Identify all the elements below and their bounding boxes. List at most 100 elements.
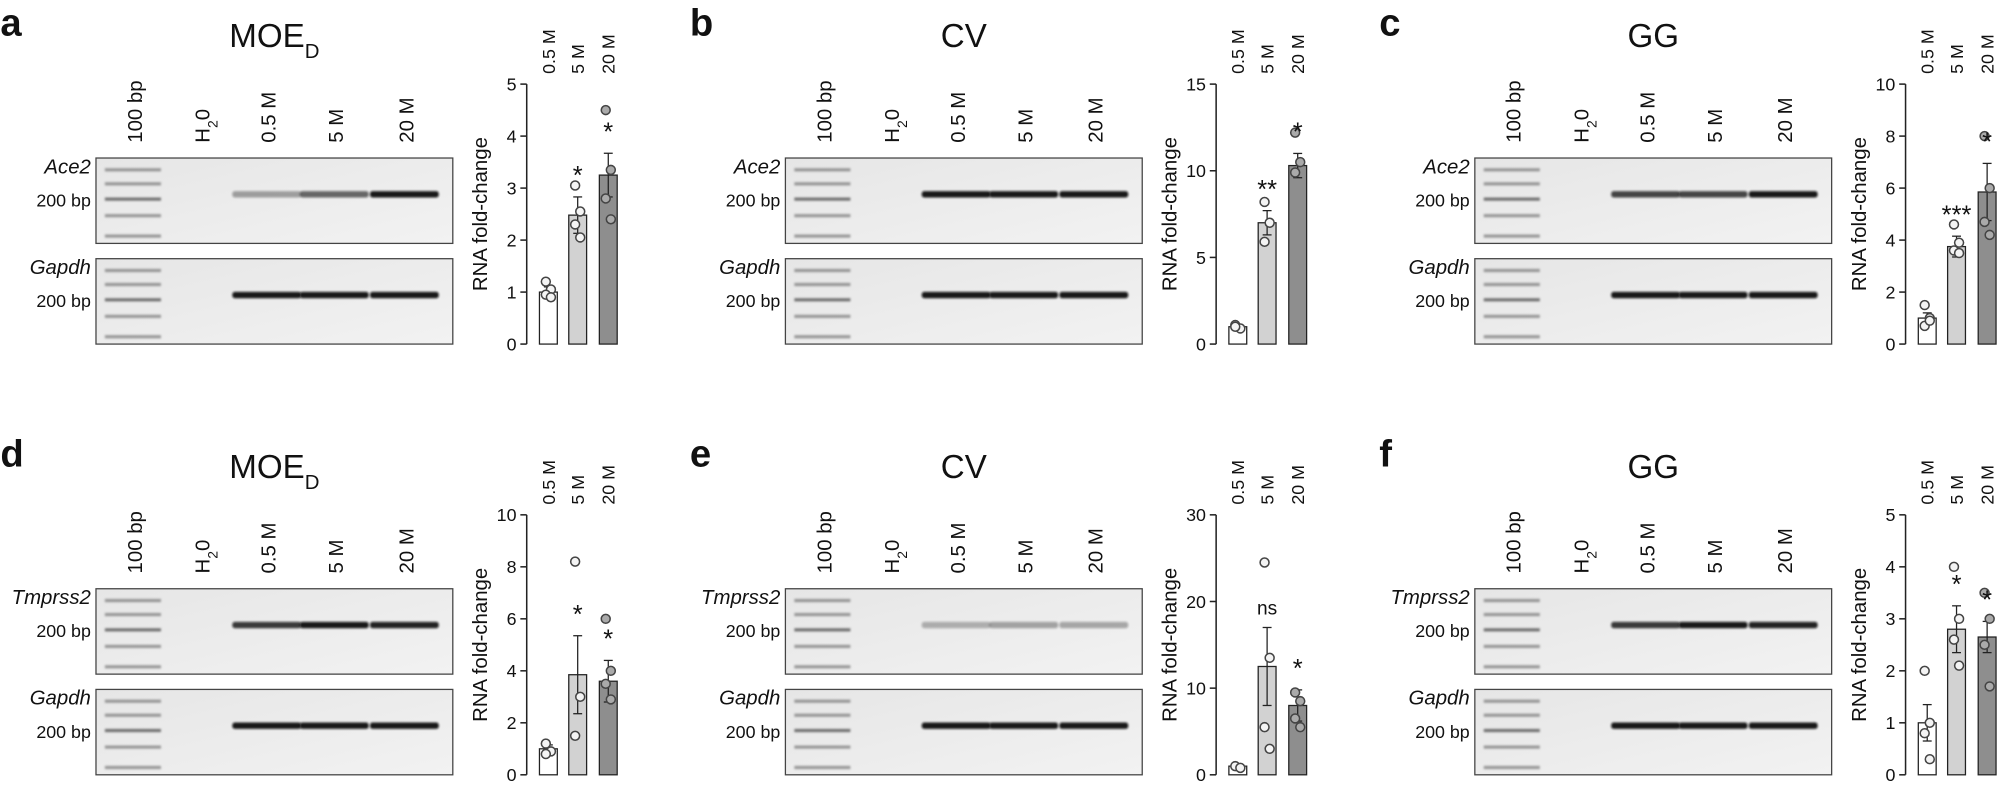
data-point (605, 665, 617, 677)
marker-label: 200 bp (36, 190, 91, 210)
ladder-band (1483, 665, 1540, 669)
y-tick-label: 0 (1885, 765, 1895, 785)
ladder-band (1483, 745, 1540, 749)
sample-band (989, 621, 1059, 629)
bar (1946, 245, 1967, 345)
data-point (1924, 717, 1936, 729)
data-point (1919, 665, 1930, 677)
gene-label: Tmprss2 (701, 587, 781, 609)
sample-band (989, 291, 1059, 299)
category-label: 0.5 M (539, 29, 559, 74)
y-tick-label: 2 (1885, 661, 1895, 681)
data-point (540, 276, 552, 287)
gene-label: Gapdh (1409, 688, 1470, 710)
sample-band (1611, 722, 1681, 729)
y-tick-label: 8 (507, 557, 517, 577)
data-point (1295, 695, 1306, 707)
data-point (1259, 236, 1270, 248)
sample-band (1748, 722, 1818, 729)
category-label: 20 M (1977, 34, 1997, 74)
subscript: 2 (1583, 551, 1599, 559)
lane-label: 5 M (1705, 109, 1727, 143)
sample-band (1678, 722, 1748, 729)
text-part: H (882, 559, 904, 574)
sample-band (1611, 621, 1681, 629)
ladder-band (1483, 612, 1540, 617)
ladder-band (794, 598, 851, 603)
significance-label: * (573, 162, 583, 190)
ladder-band (104, 282, 161, 287)
significance-label: * (603, 119, 613, 147)
lane-label: 100 bp (1504, 511, 1526, 573)
data-point (605, 214, 617, 225)
subscript: D (305, 41, 320, 63)
data-point (1264, 217, 1275, 228)
text-part: MOE (229, 449, 304, 486)
text-part: CV (941, 18, 987, 55)
sample-band (1059, 291, 1129, 299)
y-tick-label: 2 (1885, 282, 1895, 302)
text-part: H (192, 559, 214, 574)
data-point (1984, 182, 1995, 194)
data-point (605, 164, 617, 176)
y-tick-label: 0 (507, 334, 517, 354)
marker-label: 200 bp (726, 621, 781, 641)
data-point (1948, 561, 1960, 573)
significance-label: * (1293, 655, 1303, 683)
category-label: 5 M (568, 44, 588, 74)
data-point (1979, 216, 1990, 228)
ladder-band (794, 197, 851, 201)
text-part: 0 (1571, 109, 1593, 120)
data-point (1919, 727, 1930, 739)
y-tick-label: 0 (1196, 334, 1206, 354)
gene-label: Tmprss2 (1390, 587, 1470, 609)
y-tick-label: 6 (507, 609, 517, 629)
category-label: 20 M (599, 465, 619, 505)
significance-label: * (1952, 571, 1962, 599)
category-label: 0.5 M (1228, 29, 1248, 74)
label: CV (941, 449, 987, 486)
lane-label: 20 M (1086, 528, 1108, 573)
marker-label: 200 bp (1415, 190, 1470, 210)
data-point (1953, 247, 1965, 259)
subscript: 2 (1583, 120, 1599, 128)
ladder-band (104, 745, 161, 749)
sample-band (369, 621, 439, 629)
marker-label: 200 bp (1415, 291, 1470, 311)
text-part: 0 (882, 109, 904, 120)
lane-label: 5 M (1016, 109, 1038, 143)
sample-band (1059, 621, 1129, 629)
ladder-band (794, 699, 851, 703)
subscript: D (305, 472, 320, 494)
gel-image (784, 258, 1143, 345)
data-point (1979, 587, 1990, 599)
lane-label: 20 M (396, 528, 418, 573)
y-tick-label: 2 (507, 230, 517, 250)
data-point (600, 193, 611, 204)
label: H20 (882, 540, 910, 574)
data-point (1984, 613, 1995, 625)
sample-band (921, 191, 991, 198)
ladder-band (1483, 298, 1540, 302)
subscript: 2 (204, 551, 220, 559)
category-label: 20 M (1288, 34, 1308, 74)
label: GG (1627, 18, 1679, 55)
lane-label: 0.5 M (259, 92, 281, 143)
ladder-band (1483, 197, 1540, 201)
ladder-band (794, 713, 851, 717)
data-point (1289, 713, 1301, 724)
sample-band (232, 621, 302, 629)
category-label: 0.5 M (1918, 460, 1938, 505)
y-axis-label: RNA fold-change (1160, 568, 1182, 722)
ladder-band (104, 298, 161, 302)
ladder-band (1483, 699, 1540, 703)
sample-band (299, 191, 369, 198)
category-label: 20 M (1977, 465, 1997, 505)
gene-label: Gapdh (30, 688, 91, 710)
data-point (600, 613, 611, 625)
ladder-band (104, 728, 161, 733)
label: H20 (1571, 109, 1599, 143)
category-label: 0.5 M (1228, 460, 1248, 505)
